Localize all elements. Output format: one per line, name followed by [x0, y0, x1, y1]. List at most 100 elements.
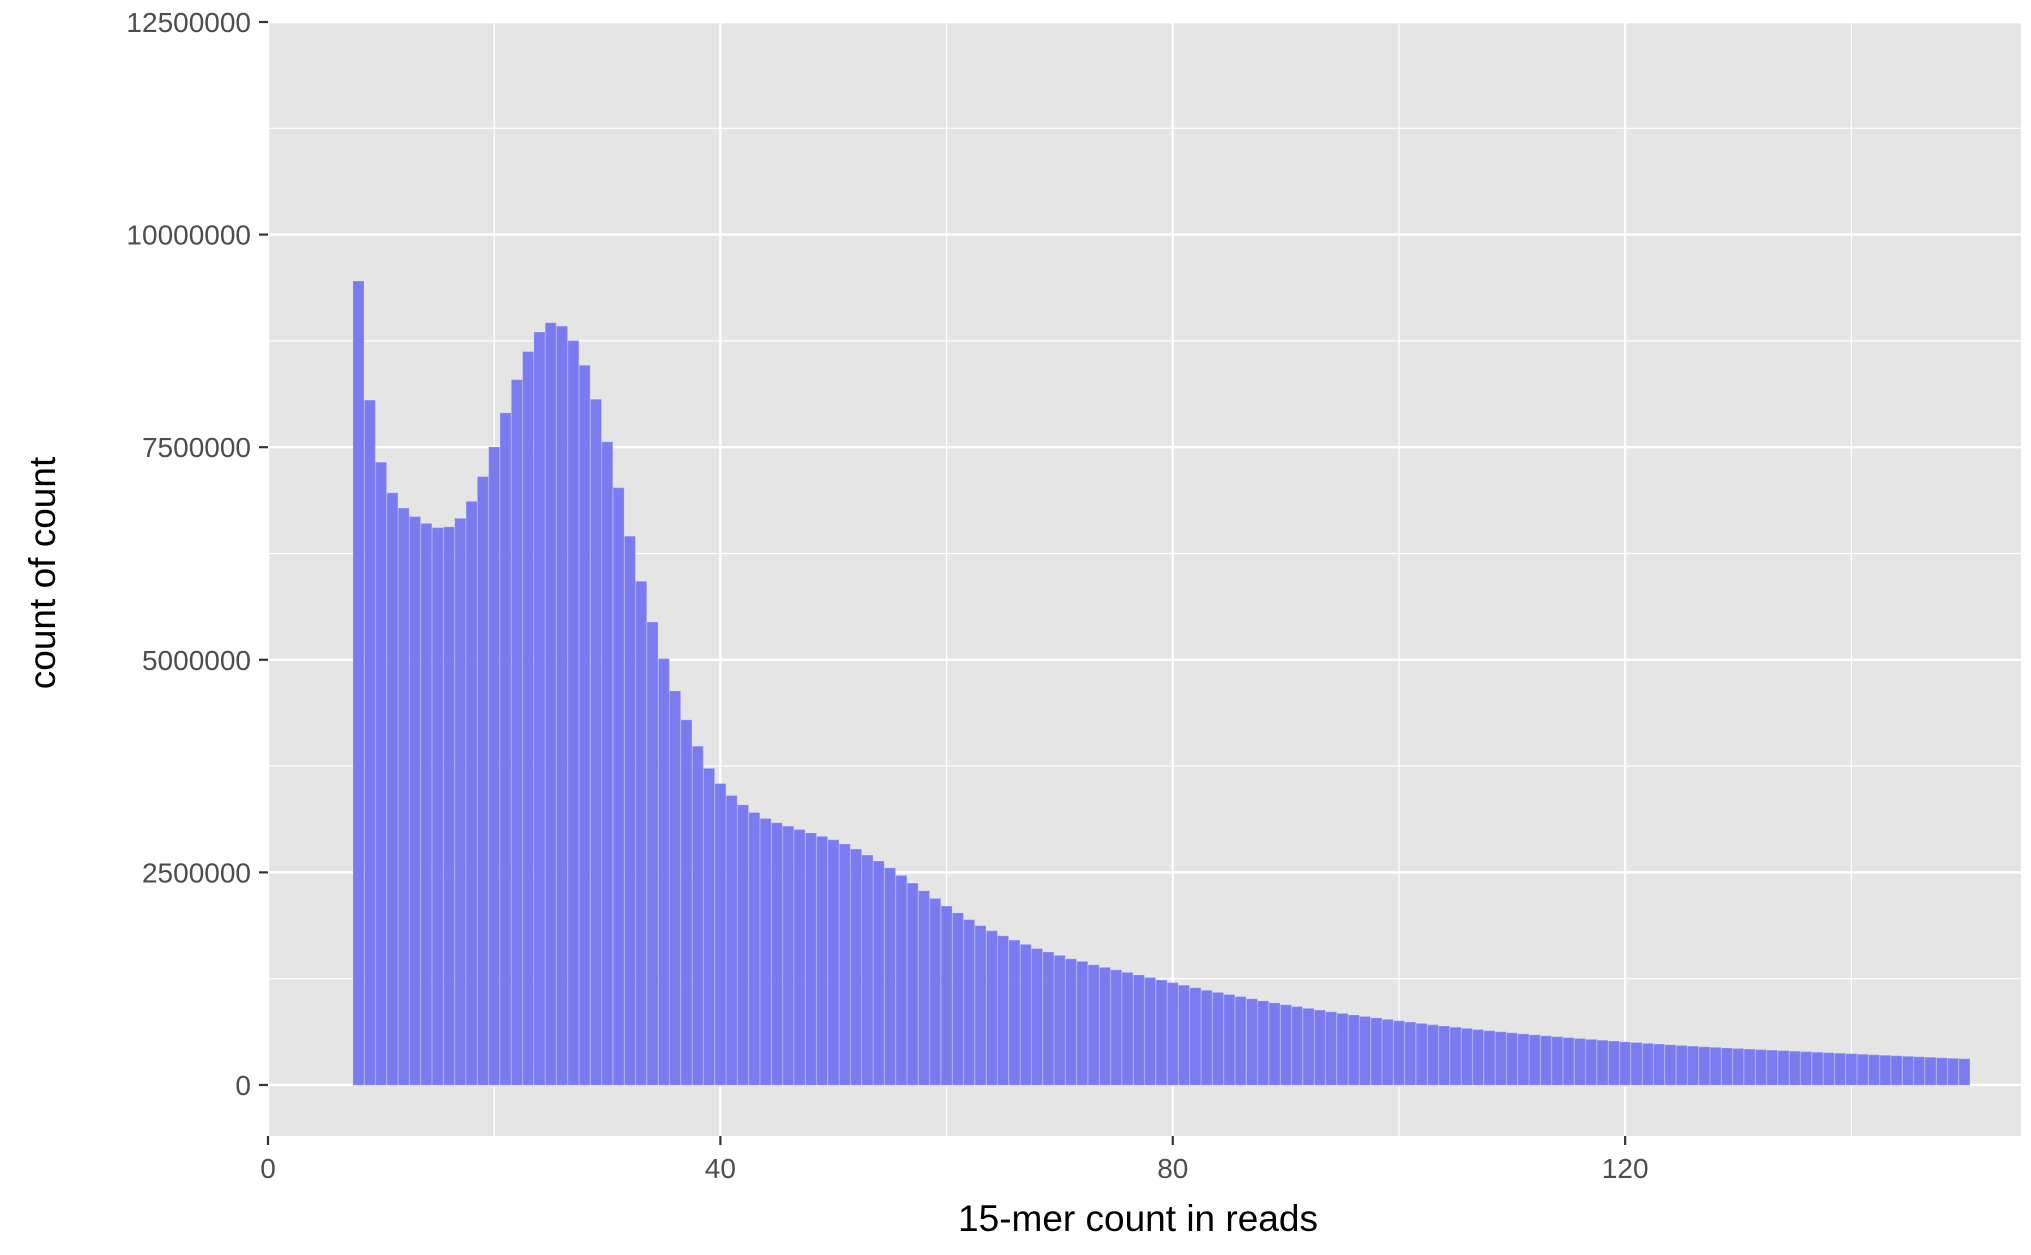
bar: [703, 768, 715, 1086]
bar: [647, 622, 659, 1086]
bar: [760, 818, 772, 1086]
bar: [601, 441, 613, 1086]
bar: [1370, 1017, 1382, 1086]
bar: [1336, 1013, 1348, 1086]
bar: [1167, 982, 1179, 1086]
bar: [1257, 1000, 1269, 1086]
bar: [1404, 1022, 1416, 1086]
bar: [1664, 1044, 1676, 1086]
bar: [466, 501, 478, 1086]
bar: [1913, 1056, 1925, 1086]
bar: [624, 536, 636, 1086]
bar: [1958, 1058, 1970, 1086]
bar: [1076, 961, 1088, 1086]
bar: [748, 812, 760, 1086]
bar: [941, 906, 953, 1086]
bar: [827, 839, 839, 1086]
bar: [556, 326, 568, 1086]
bar: [1416, 1023, 1428, 1086]
bar: [726, 795, 738, 1086]
x-tick-label: 80: [1157, 1153, 1188, 1184]
bar: [1393, 1020, 1405, 1086]
bar: [1088, 964, 1100, 1086]
x-tick-label: 0: [260, 1153, 276, 1184]
bar: [352, 281, 364, 1086]
bar: [635, 581, 647, 1086]
bar: [658, 658, 670, 1086]
bar: [1834, 1053, 1846, 1086]
bar: [782, 826, 794, 1086]
bar: [1676, 1045, 1688, 1086]
bar: [613, 487, 625, 1086]
bar: [1947, 1058, 1959, 1086]
bar: [907, 883, 919, 1086]
bar: [861, 855, 873, 1086]
bar: [1122, 972, 1134, 1086]
bar: [1099, 967, 1111, 1086]
bar: [1065, 958, 1077, 1086]
bar: [1269, 1002, 1281, 1086]
bar: [794, 829, 806, 1086]
bar: [771, 822, 783, 1086]
bar: [1280, 1004, 1292, 1086]
bar: [454, 518, 466, 1086]
bar: [680, 719, 692, 1086]
bar: [500, 412, 512, 1086]
bar: [805, 832, 817, 1086]
bar: [1450, 1027, 1462, 1086]
bar: [443, 526, 455, 1086]
bar: [1144, 977, 1156, 1086]
bar: [1517, 1033, 1529, 1086]
bar: [1608, 1041, 1620, 1086]
bar: [1042, 952, 1054, 1086]
bar: [545, 322, 557, 1086]
bar: [895, 875, 907, 1086]
bar: [1619, 1041, 1631, 1086]
bar: [1642, 1043, 1654, 1086]
bar: [1744, 1049, 1756, 1086]
bar: [1879, 1055, 1891, 1086]
bar: [375, 462, 387, 1086]
bar: [1314, 1010, 1326, 1086]
bar: [1212, 992, 1224, 1086]
bar: [1687, 1046, 1699, 1086]
bar: [1800, 1051, 1812, 1086]
x-axis-title: 15-mer count in reads: [958, 1198, 1318, 1239]
bar: [1495, 1031, 1507, 1086]
bar: [1721, 1047, 1733, 1086]
y-tick-label: 2500000: [142, 857, 251, 888]
bar: [1597, 1040, 1609, 1086]
bar: [1630, 1042, 1642, 1086]
bar: [1506, 1032, 1518, 1086]
bar: [1585, 1039, 1597, 1086]
bar: [1223, 994, 1235, 1086]
bar: [669, 690, 681, 1086]
bar: [873, 861, 885, 1086]
bar: [1054, 955, 1066, 1086]
x-tick-label: 120: [1602, 1153, 1649, 1184]
x-axis: 0 40 80 120: [260, 1136, 1649, 1184]
bar: [1845, 1053, 1857, 1086]
bar: [1291, 1006, 1303, 1086]
bar: [1483, 1030, 1495, 1086]
bar: [522, 351, 534, 1086]
bar: [1563, 1037, 1575, 1086]
bar: [1777, 1050, 1789, 1086]
bar: [1133, 974, 1145, 1086]
bar: [1472, 1029, 1484, 1086]
bar: [1235, 996, 1247, 1086]
bar: [1811, 1052, 1823, 1086]
bar: [1755, 1049, 1767, 1086]
bar: [432, 527, 444, 1086]
bar: [918, 890, 930, 1086]
bar: [839, 844, 851, 1086]
bar: [579, 365, 591, 1086]
bar: [850, 849, 862, 1086]
bar: [975, 925, 987, 1086]
bar: [1540, 1035, 1552, 1086]
bar: [1902, 1056, 1914, 1086]
bar: [1246, 998, 1258, 1086]
bar: [986, 930, 998, 1086]
bar: [1461, 1028, 1473, 1086]
